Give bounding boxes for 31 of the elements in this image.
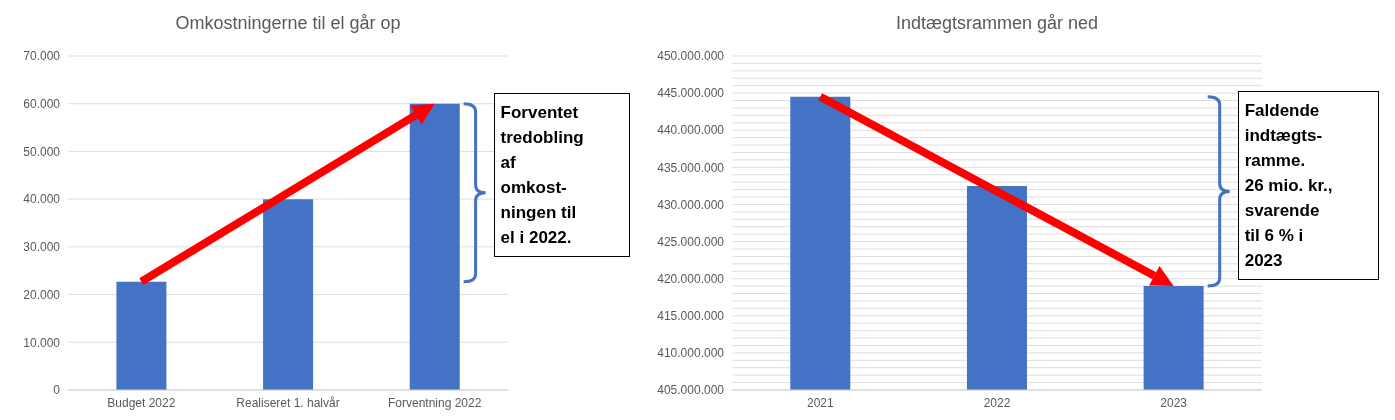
bar <box>116 281 167 390</box>
x-tick-label: Budget 2022 <box>107 395 176 410</box>
chart-title: Indtægtsrammen går ned <box>894 12 1100 35</box>
x-tick-label: 2023 <box>1160 395 1188 410</box>
y-tick-label: 30.000 <box>23 240 61 255</box>
annotation: Forventet tredobling af omkost- ningen til el i 2022. <box>493 92 630 257</box>
y-tick-label: 415.000.000 <box>657 309 725 324</box>
y-tick-label: 420.000.000 <box>657 271 725 286</box>
annotation: Faldende indtægts- ramme. 26 mio. kr., svarende til 6 % i 2023 <box>1237 91 1379 281</box>
y-tick-label: 40.000 <box>23 192 61 207</box>
y-tick-label: 435.000.000 <box>657 160 725 175</box>
y-tick-label: 10.000 <box>23 335 61 350</box>
y-tick-label: 70.000 <box>23 49 61 64</box>
x-tick-label: Forventning 2022 <box>387 395 482 410</box>
x-tick-label: 2021 <box>806 395 834 410</box>
y-tick-label: 410.000.000 <box>657 346 725 361</box>
chart-title: Omkostningerne til el går op <box>174 12 402 35</box>
y-tick-label: 430.000.000 <box>657 197 725 212</box>
x-tick-label: Realiseret 1. halvår <box>236 395 340 410</box>
y-tick-label: 445.000.000 <box>657 86 725 101</box>
y-tick-label: 425.000.000 <box>657 234 725 249</box>
bar <box>263 199 314 390</box>
y-tick-label: 405.000.000 <box>657 383 725 398</box>
x-tick-label: 2022 <box>983 395 1011 410</box>
y-tick-label: 20.000 <box>23 287 61 302</box>
y-tick-label: 450.000.000 <box>657 49 725 64</box>
y-tick-label: 50.000 <box>23 144 61 159</box>
bar <box>409 103 460 390</box>
y-tick-label: 440.000.000 <box>657 123 725 138</box>
y-tick-label: 0 <box>53 383 61 398</box>
y-tick-label: 60.000 <box>23 96 61 111</box>
